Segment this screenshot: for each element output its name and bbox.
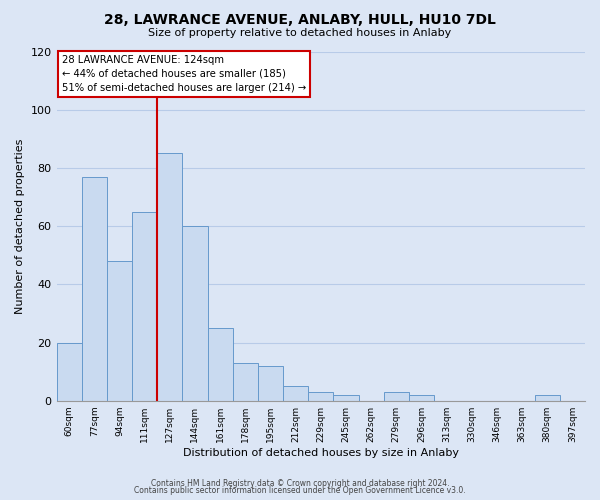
Bar xyxy=(283,386,308,400)
Text: 28, LAWRANCE AVENUE, ANLABY, HULL, HU10 7DL: 28, LAWRANCE AVENUE, ANLABY, HULL, HU10 … xyxy=(104,12,496,26)
Bar xyxy=(535,395,560,400)
Bar xyxy=(334,395,359,400)
X-axis label: Distribution of detached houses by size in Anlaby: Distribution of detached houses by size … xyxy=(183,448,459,458)
Text: Size of property relative to detached houses in Anlaby: Size of property relative to detached ho… xyxy=(148,28,452,38)
Y-axis label: Number of detached properties: Number of detached properties xyxy=(15,138,25,314)
Text: Contains public sector information licensed under the Open Government Licence v3: Contains public sector information licen… xyxy=(134,486,466,495)
Bar xyxy=(409,395,434,400)
Bar xyxy=(208,328,233,400)
Bar xyxy=(383,392,409,400)
Bar xyxy=(82,176,107,400)
Bar xyxy=(233,363,258,401)
Bar xyxy=(107,261,132,400)
Bar xyxy=(157,154,182,400)
Text: Contains HM Land Registry data © Crown copyright and database right 2024.: Contains HM Land Registry data © Crown c… xyxy=(151,478,449,488)
Bar xyxy=(56,342,82,400)
Bar xyxy=(182,226,208,400)
Bar xyxy=(308,392,334,400)
Bar xyxy=(258,366,283,400)
Bar xyxy=(132,212,157,400)
Text: 28 LAWRANCE AVENUE: 124sqm
← 44% of detached houses are smaller (185)
51% of sem: 28 LAWRANCE AVENUE: 124sqm ← 44% of deta… xyxy=(62,55,306,93)
